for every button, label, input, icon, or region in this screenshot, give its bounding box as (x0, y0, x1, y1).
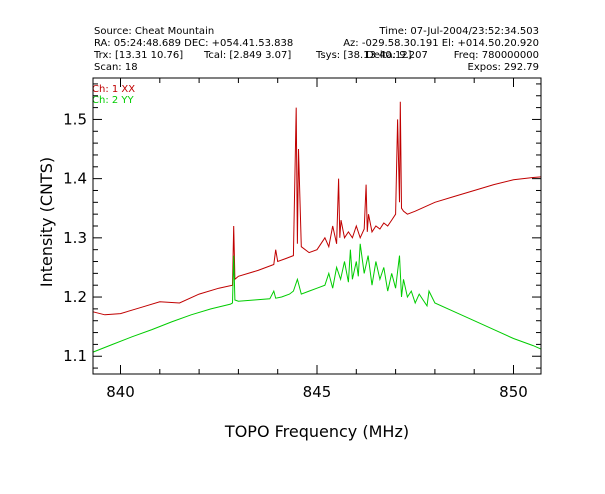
y-tick-label: 1.2 (63, 288, 87, 306)
header-source: Source: Cheat Mountain (94, 26, 215, 37)
header-az-el: Az: -029.58.30.191 El: +014.50.20.920 (343, 38, 539, 49)
x-tick-label: 845 (303, 383, 332, 401)
y-axis-title: Intensity (CNTS) (37, 157, 56, 287)
header-delta: Delta: 9.207 (366, 50, 428, 61)
series-layer (92, 101, 542, 353)
y-tick-label: 1.4 (63, 170, 87, 188)
x-tick-label: 840 (106, 383, 135, 401)
legend-ch1: Ch: 1 XX (92, 84, 136, 95)
y-tick-label: 1.5 (63, 110, 87, 128)
header-scan: Scan: 18 (94, 62, 138, 73)
header-ra-dec: RA: 05:24:48.689 DEC: +054.41.53.838 (94, 38, 294, 49)
series-line-1 (92, 101, 542, 316)
axes-layer: 840 845 850 1.1 1.2 1.3 1.4 1.5 (63, 77, 542, 401)
header-time: Time: 07-Jul-2004/23:52:34.503 (379, 26, 539, 37)
header-freq: Freq: 780000000 (453, 50, 539, 61)
header-tcal: Tcal: [2.849 3.07] (204, 50, 292, 61)
header-tsys: Tsys: [38.13 40.12] (316, 50, 412, 61)
header-expos: Expos: 292.79 (467, 62, 539, 73)
header-trx: Trx: [13.31 10.76] (94, 50, 184, 61)
y-tick-label: 1.3 (63, 229, 87, 247)
y-tick-label: 1.1 (63, 347, 87, 365)
x-tick-label: 850 (499, 383, 528, 401)
series-line-2 (92, 243, 542, 353)
x-axis-title: TOPO Frequency (MHz) (224, 422, 409, 441)
legend-ch2: Ch: 2 YY (92, 95, 134, 106)
plot-frame (92, 77, 542, 375)
